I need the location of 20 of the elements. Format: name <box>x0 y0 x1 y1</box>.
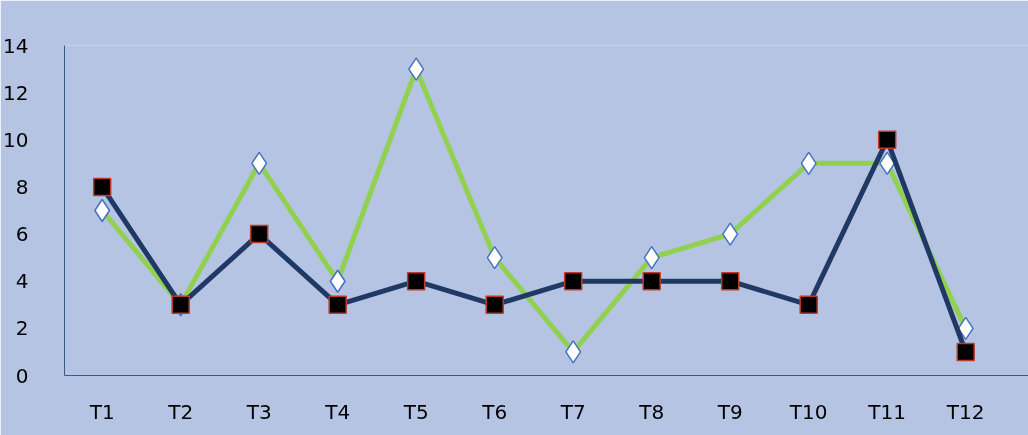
x-tick-label: T4 <box>324 399 351 424</box>
x-tick-label: T12 <box>945 399 985 424</box>
x-tick-label: T9 <box>716 399 743 424</box>
y-tick-label: 2 <box>15 316 29 341</box>
x-tick-label: T5 <box>402 399 429 424</box>
x-tick-label: T3 <box>245 399 272 424</box>
x-tick-label: T1 <box>88 399 115 424</box>
x-tick-label: T10 <box>788 399 828 424</box>
y-tick-label: 12 <box>3 80 29 105</box>
y-tick-label: 10 <box>3 127 29 152</box>
y-tick-label: 6 <box>15 222 29 247</box>
x-tick-label: T7 <box>559 399 586 424</box>
x-tick-label: T8 <box>638 399 665 424</box>
x-tick-label: T6 <box>481 399 508 424</box>
y-tick-label: 8 <box>15 174 29 199</box>
y-tick-label: 0 <box>15 363 29 388</box>
x-tick-label: T11 <box>867 399 907 424</box>
y-tick-label: 14 <box>3 33 29 58</box>
y-tick-label: 4 <box>15 269 29 294</box>
x-tick-label: T2 <box>167 399 194 424</box>
